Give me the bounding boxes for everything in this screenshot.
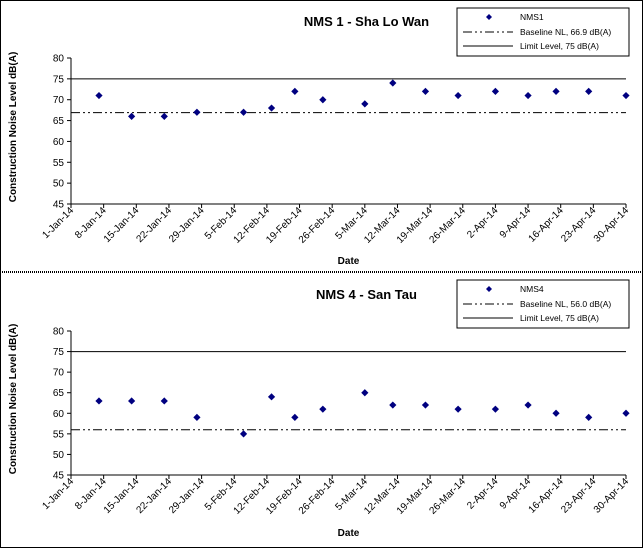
y-axis-label: Construction Noise Level dB(A) <box>8 324 19 475</box>
data-point <box>291 87 299 95</box>
x-tick-label: 2-Apr-14 <box>465 205 501 241</box>
data-point <box>193 413 201 421</box>
x-tick-label: 30-Apr-14 <box>592 205 632 245</box>
data-point <box>491 405 500 413</box>
y-tick-label: 65 <box>53 116 65 127</box>
y-tick-label: 60 <box>53 137 65 148</box>
y-tick-label: 75 <box>53 347 65 358</box>
data-point <box>524 401 532 409</box>
data-point <box>361 389 369 397</box>
y-tick-label: 70 <box>53 368 65 379</box>
x-tick-label: 26-Mar-14 <box>427 205 468 246</box>
legend-marker-diamond <box>486 286 492 292</box>
data-point <box>552 409 560 417</box>
y-tick-label: 45 <box>53 200 65 211</box>
x-tick-label: 26-Mar-14 <box>427 476 468 517</box>
data-point <box>389 401 397 409</box>
legend-label-series: NMS1 <box>520 12 544 22</box>
x-tick-label: 29-Jan-14 <box>167 205 207 245</box>
y-axis-label: Construction Noise Level dB(A) <box>8 52 19 203</box>
data-point <box>267 393 276 401</box>
data-point <box>319 405 327 413</box>
chart-title: NMS 4 - San Tau <box>316 287 417 302</box>
data-point <box>239 108 248 116</box>
data-point <box>524 91 532 100</box>
data-point <box>585 413 593 421</box>
data-point <box>95 397 103 405</box>
data-point <box>491 87 500 95</box>
x-axis-label: Date <box>338 256 360 267</box>
data-point <box>239 430 248 438</box>
y-tick-label: 65 <box>53 388 65 399</box>
y-tick-label: 80 <box>53 327 65 338</box>
data-point <box>585 87 593 95</box>
legend-label-baseline: Baseline NL, 56.0 dB(A) <box>520 299 611 309</box>
data-point <box>622 409 630 417</box>
data-point <box>389 79 397 87</box>
y-tick-label: 55 <box>53 158 65 169</box>
data-point <box>421 401 430 409</box>
y-tick-label: 80 <box>53 54 65 65</box>
data-point <box>128 397 136 405</box>
data-point <box>454 405 462 413</box>
data-point <box>361 100 369 108</box>
legend-label-series: NMS4 <box>520 284 544 294</box>
y-tick-label: 70 <box>53 95 65 106</box>
data-point <box>454 91 462 100</box>
data-point <box>95 91 103 100</box>
y-tick-label: 60 <box>53 409 65 420</box>
x-tick-label: 2-Apr-14 <box>465 476 501 512</box>
data-point <box>267 104 276 112</box>
data-point <box>160 112 168 120</box>
legend-marker-diamond <box>486 14 492 20</box>
x-tick-label: 26-Feb-14 <box>297 476 338 517</box>
data-point <box>193 108 201 116</box>
data-point <box>291 413 299 421</box>
data-point <box>552 87 560 95</box>
legend-label-limit: Limit Level, 75 dB(A) <box>520 313 599 323</box>
data-point <box>622 91 630 100</box>
x-tick-label: 30-Apr-14 <box>592 476 632 516</box>
data-point <box>128 112 136 120</box>
y-tick-label: 55 <box>53 429 65 440</box>
x-axis-label: Date <box>338 528 360 539</box>
legend-label-baseline: Baseline NL, 66.9 dB(A) <box>520 27 611 37</box>
data-point <box>160 397 168 405</box>
legend-label-limit: Limit Level, 75 dB(A) <box>520 41 599 51</box>
y-tick-label: 50 <box>53 450 65 461</box>
chart-title: NMS 1 - Sha Lo Wan <box>304 14 429 29</box>
y-tick-label: 75 <box>53 74 65 85</box>
y-tick-label: 50 <box>53 179 65 190</box>
x-tick-label: 26-Feb-14 <box>297 205 338 246</box>
data-point <box>421 87 430 95</box>
data-point <box>319 96 327 104</box>
x-tick-label: 29-Jan-14 <box>167 476 207 516</box>
y-tick-label: 45 <box>53 471 65 482</box>
